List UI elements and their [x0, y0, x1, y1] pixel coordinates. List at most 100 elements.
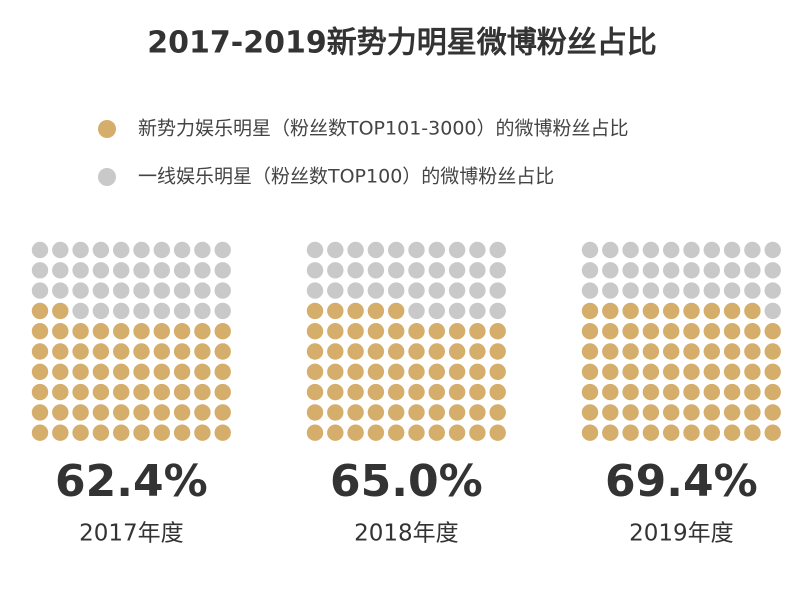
- dot-filled: [52, 343, 69, 360]
- dot-filled: [72, 424, 89, 441]
- dot-filled: [408, 404, 425, 421]
- dot-filled: [327, 323, 344, 340]
- dot-filled: [622, 363, 639, 380]
- dot-empty: [153, 282, 170, 299]
- dot-filled: [744, 302, 761, 320]
- dot-filled: [388, 424, 405, 441]
- dot-filled: [683, 302, 700, 320]
- dot-empty: [448, 241, 466, 259]
- dot-filled: [31, 424, 49, 441]
- dot-filled: [194, 323, 211, 340]
- dot-empty: [448, 262, 466, 279]
- dot-empty: [327, 282, 344, 299]
- dot-filled: [663, 424, 680, 441]
- dot-filled: [489, 404, 506, 421]
- dot-filled: [642, 302, 660, 320]
- legend-swatch: [98, 168, 116, 186]
- dot-empty: [622, 262, 639, 279]
- dot-filled: [72, 404, 89, 421]
- dot-filled: [72, 383, 89, 401]
- dot-filled: [469, 424, 486, 441]
- dot-empty: [581, 282, 599, 299]
- dot-filled: [723, 404, 741, 421]
- dot-filled: [113, 323, 130, 340]
- dot-empty: [367, 262, 385, 279]
- dot-filled: [448, 323, 466, 340]
- dot-filled: [367, 302, 385, 320]
- dot-empty: [642, 262, 660, 279]
- dot-empty: [306, 241, 324, 259]
- dot-filled: [388, 363, 405, 380]
- dot-filled: [663, 363, 680, 380]
- dot-filled: [744, 404, 761, 421]
- dot-filled: [367, 343, 385, 360]
- dot-filled: [367, 383, 385, 401]
- dot-filled: [388, 323, 405, 340]
- dot-filled: [52, 404, 69, 421]
- dot-empty: [388, 262, 405, 279]
- dot-empty: [764, 262, 781, 279]
- dot-filled: [469, 363, 486, 380]
- dot-filled: [489, 323, 506, 340]
- dot-empty: [602, 282, 619, 299]
- dot-filled: [602, 302, 619, 320]
- dot-filled: [173, 323, 191, 340]
- dot-filled: [92, 404, 110, 421]
- dot-filled: [214, 323, 231, 340]
- dot-filled: [581, 424, 599, 441]
- dot-filled: [703, 424, 720, 441]
- chart-title: 2017-2019新势力明星微博粉丝占比: [147, 26, 656, 61]
- dot-empty: [92, 302, 110, 320]
- dot-filled: [642, 404, 660, 421]
- dot-filled: [173, 383, 191, 401]
- dot-empty: [52, 262, 69, 279]
- dot-filled: [663, 383, 680, 401]
- dot-empty: [72, 262, 89, 279]
- dot-empty: [663, 241, 680, 259]
- dot-empty: [723, 282, 741, 299]
- dot-filled: [622, 302, 639, 320]
- dot-filled: [194, 383, 211, 401]
- dot-filled: [581, 404, 599, 421]
- dot-empty: [173, 302, 191, 320]
- dot-filled: [489, 343, 506, 360]
- dot-filled: [327, 363, 344, 380]
- dot-empty: [52, 241, 69, 259]
- value-label: 69.4%: [605, 456, 758, 507]
- dot-empty: [663, 282, 680, 299]
- dot-filled: [153, 323, 170, 340]
- dot-filled: [92, 424, 110, 441]
- dot-filled: [744, 424, 761, 441]
- dot-filled: [744, 363, 761, 380]
- dot-empty: [408, 262, 425, 279]
- dot-empty: [703, 241, 720, 259]
- dot-filled: [581, 343, 599, 360]
- dot-empty: [408, 241, 425, 259]
- dot-filled: [683, 343, 700, 360]
- dot-empty: [703, 282, 720, 299]
- dot-empty: [367, 241, 385, 259]
- dot-empty: [388, 241, 405, 259]
- legend-swatch: [98, 120, 116, 138]
- dot-empty: [347, 262, 364, 279]
- dot-empty: [764, 282, 781, 299]
- dot-filled: [113, 343, 130, 360]
- dot-filled: [408, 343, 425, 360]
- dot-empty: [642, 282, 660, 299]
- dot-empty: [489, 282, 506, 299]
- dot-empty: [214, 282, 231, 299]
- dot-filled: [92, 323, 110, 340]
- dot-filled: [113, 424, 130, 441]
- dot-filled: [602, 404, 619, 421]
- dot-empty: [306, 282, 324, 299]
- dot-empty: [31, 282, 49, 299]
- dot-filled: [489, 363, 506, 380]
- dot-filled: [723, 343, 741, 360]
- dot-filled: [764, 404, 781, 421]
- dot-filled: [723, 383, 741, 401]
- dot-empty: [153, 302, 170, 320]
- dot-filled: [113, 383, 130, 401]
- dot-filled: [581, 302, 599, 320]
- dot-filled: [448, 343, 466, 360]
- dot-filled: [113, 363, 130, 380]
